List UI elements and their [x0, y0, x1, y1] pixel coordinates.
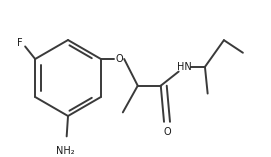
Text: NH₂: NH₂: [56, 146, 75, 156]
Text: F: F: [17, 38, 23, 48]
Text: O: O: [163, 127, 171, 137]
Text: O: O: [115, 54, 123, 64]
Text: HN: HN: [177, 62, 192, 72]
